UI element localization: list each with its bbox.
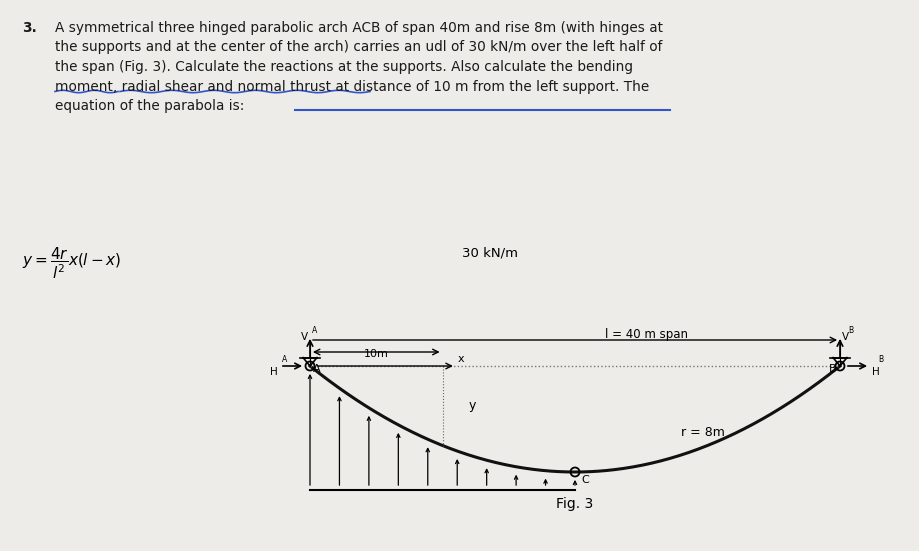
Text: H: H [270, 367, 278, 377]
Text: V: V [301, 332, 308, 342]
Text: $y = \dfrac{4r}{l^2}x(l-x)$: $y = \dfrac{4r}{l^2}x(l-x)$ [22, 246, 121, 282]
Text: B: B [829, 364, 837, 374]
Text: H: H [872, 367, 879, 377]
Text: V: V [842, 332, 849, 342]
Text: B: B [848, 326, 853, 335]
Text: 3.: 3. [22, 21, 37, 35]
Text: A symmetrical three hinged parabolic arch ACB of span 40m and rise 8m (with hing: A symmetrical three hinged parabolic arc… [55, 21, 663, 35]
Text: equation of the parabola is:: equation of the parabola is: [55, 99, 244, 113]
Text: moment, radial shear and normal thrust at distance of 10 m from the left support: moment, radial shear and normal thrust a… [55, 79, 649, 94]
Text: the supports and at the center of the arch) carries an udl of 30 kN/m over the l: the supports and at the center of the ar… [55, 41, 663, 55]
Text: 30 kN/m: 30 kN/m [462, 246, 518, 259]
Text: r = 8m: r = 8m [681, 426, 725, 439]
Text: A: A [282, 355, 288, 364]
Text: x: x [458, 354, 464, 364]
Text: l = 40 m span: l = 40 m span [605, 328, 688, 341]
Text: Fig. 3: Fig. 3 [556, 497, 594, 511]
Text: y: y [469, 399, 476, 412]
Text: 10m: 10m [364, 349, 389, 359]
Text: A: A [312, 326, 317, 335]
Text: B: B [878, 355, 883, 364]
Text: A: A [313, 364, 321, 374]
Text: the span (Fig. 3). Calculate the reactions at the supports. Also calculate the b: the span (Fig. 3). Calculate the reactio… [55, 60, 633, 74]
Text: C: C [581, 475, 589, 485]
